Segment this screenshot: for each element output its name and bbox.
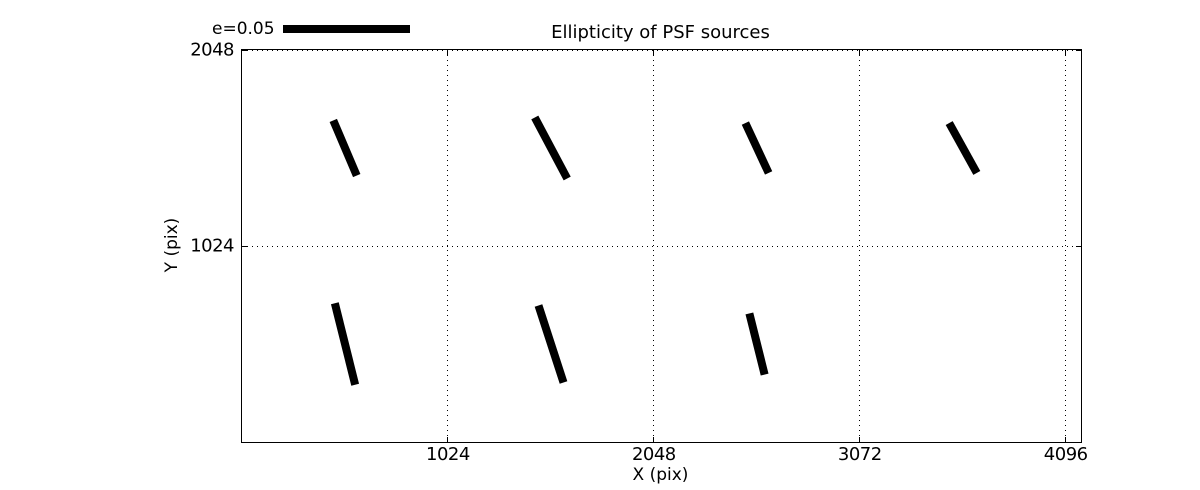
x-tick-top	[653, 50, 655, 55]
y-tick-left	[242, 49, 247, 51]
x-tick-bottom	[859, 437, 861, 442]
legend: e=0.05	[212, 19, 410, 39]
y-tick-left	[242, 245, 247, 247]
x-tick-top	[447, 50, 449, 55]
x-tick-bottom	[1065, 437, 1067, 442]
x-tick-top	[859, 50, 861, 55]
legend-scale-bar	[282, 25, 410, 33]
y-axis-label: Y (pix)	[162, 217, 182, 273]
gridline-horizontal	[242, 49, 1081, 51]
y-tick-label: 1024	[190, 235, 234, 257]
y-tick-right	[1076, 245, 1081, 247]
ellipticity-stick	[329, 118, 361, 178]
x-tick-label: 1024	[426, 444, 470, 465]
y-tick-right	[1076, 49, 1081, 51]
x-tick-label: 3072	[837, 444, 882, 465]
legend-label: e=0.05	[212, 19, 275, 39]
x-tick-bottom	[447, 437, 449, 442]
x-tick-top	[1065, 50, 1067, 55]
x-tick-bottom	[653, 437, 655, 442]
ellipticity-stick	[945, 121, 981, 175]
gridline-horizontal	[242, 245, 1081, 247]
x-axis-label: X (pix)	[632, 465, 689, 485]
y-tick-label: 2048	[190, 39, 234, 61]
ellipticity-stick	[531, 115, 571, 181]
chart-title: Ellipticity of PSF sources	[551, 22, 770, 43]
ellipticity-stick	[741, 121, 773, 175]
x-tick-label: 2048	[631, 444, 676, 465]
ellipticity-stick	[745, 312, 769, 376]
ellipticity-stick	[330, 302, 359, 386]
plot-area	[241, 49, 1082, 443]
ellipticity-stick	[534, 304, 568, 384]
x-tick-label: 4096	[1043, 444, 1088, 465]
